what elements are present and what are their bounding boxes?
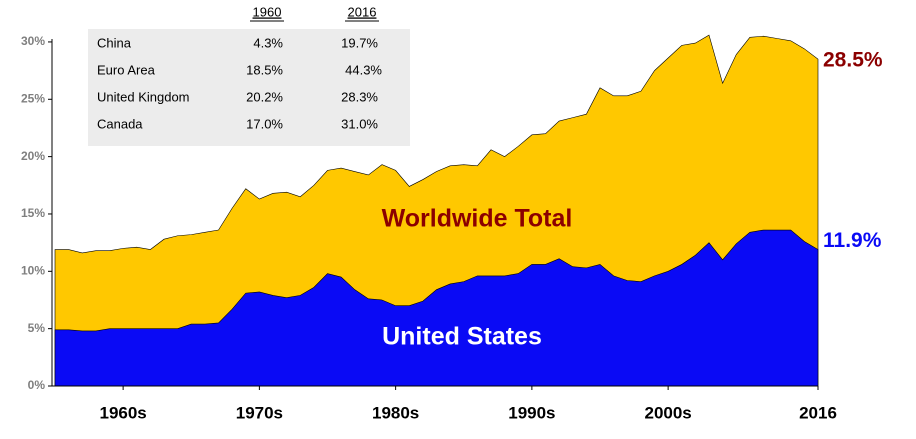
y-tick-label: 15% [21,206,45,220]
x-tick-label: 1980s [372,403,419,422]
y-tick-label: 5% [28,321,46,335]
y-tick-label: 10% [21,263,45,277]
x-tick-label: 2000s [644,403,691,422]
table-cell: 18.5% [246,62,283,77]
y-tick-label: 20% [21,149,45,163]
value-label: 11.9% [823,229,882,252]
table-cell: 28.3% [341,89,378,104]
table-column-header: 2016 [348,4,377,19]
y-tick-label: 0% [28,378,46,392]
table-cell: 44.3% [345,62,382,77]
table-column-header: 1960 [253,4,282,19]
table-cell: 20.2% [246,89,283,104]
table-row-label: Euro Area [97,62,156,77]
table-row-label: Canada [97,116,143,131]
table-background [88,29,410,146]
table-cell: 19.7% [341,35,378,50]
table-cell: 17.0% [246,116,283,131]
x-tick-label: 1990s [508,403,555,422]
series-label: Worldwide Total [382,205,573,233]
y-tick-label: 30% [21,34,45,48]
table-cell: 31.0% [341,116,378,131]
area [54,229,819,387]
table-cell: 4.3% [253,35,283,50]
x-tick-label: 1970s [236,403,283,422]
x-tick-label: 1960s [99,403,146,422]
table-row-label: United Kingdom [97,89,190,104]
y-tick-label: 25% [21,91,45,105]
value-label: 28.5% [823,49,883,72]
series-label: United States [382,323,542,351]
x-tick-label: 2016 [799,403,837,422]
table-row-label: China [97,35,132,50]
